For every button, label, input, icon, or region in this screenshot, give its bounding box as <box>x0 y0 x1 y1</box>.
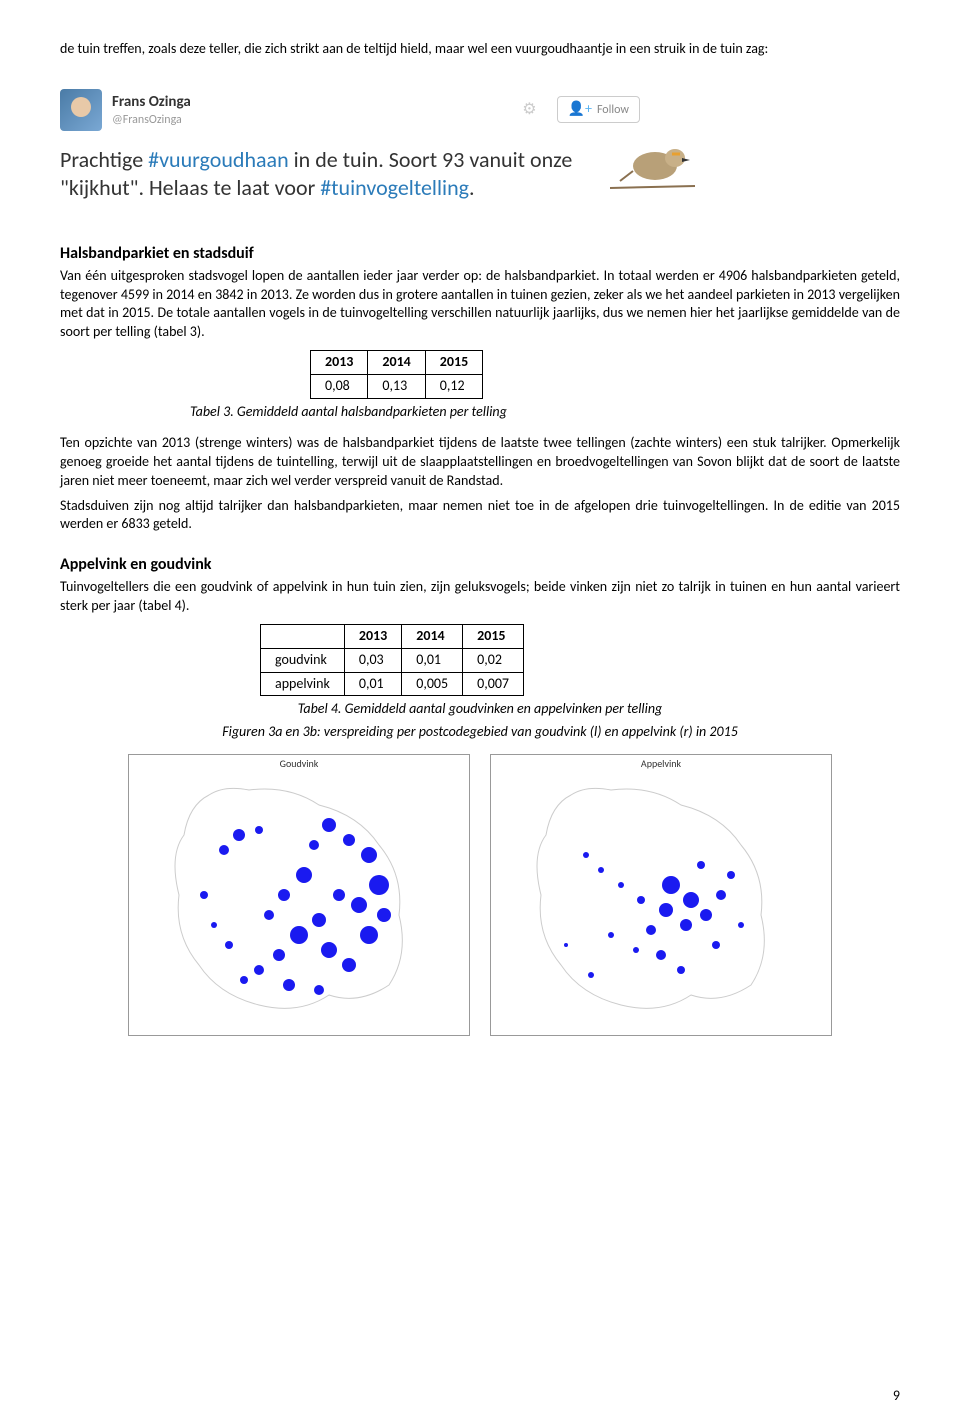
tweet-embed: Frans Ozinga @FransOzinga ⚙ 👤+ Follow Pr… <box>60 79 660 213</box>
hashtag-2[interactable]: #tuinvogeltelling <box>320 174 469 201</box>
table-header-cell: 2014 <box>402 624 463 648</box>
section1-para: Van één uitgesproken stadsvogel lopen de… <box>60 267 900 343</box>
table4-caption: Tabel 4. Gemiddeld aantal goudvinken en … <box>60 700 900 719</box>
section2-para: Tuinvogeltellers die een goudvink of app… <box>60 578 900 616</box>
table-header-cell: 2015 <box>425 351 482 375</box>
page-number: 9 <box>893 1387 900 1406</box>
figures-caption: Figuren 3a en 3b: verspreiding per postc… <box>60 723 900 742</box>
follow-label: Follow <box>597 102 629 118</box>
follow-icon: 👤+ <box>568 100 592 119</box>
para-after-t3-2: Stadsduiven zijn nog altijd talrijker da… <box>60 497 900 535</box>
table-3: 2013 2014 2015 0,08 0,13 0,12 <box>310 350 483 399</box>
table-cell: 0,01 <box>344 672 401 696</box>
map-title-left: Goudvink <box>280 757 319 771</box>
avatar[interactable] <box>60 89 102 131</box>
hashtag-1[interactable]: #vuurgoudhaan <box>148 146 289 173</box>
table-row: goudvink 0,03 0,01 0,02 <box>261 648 524 672</box>
table-header-cell <box>261 624 345 648</box>
netherlands-map-left <box>129 755 469 1035</box>
intro-paragraph: de tuin treffen, zoals deze teller, die … <box>60 40 900 59</box>
tweet-handle[interactable]: @FransOzinga <box>112 112 191 128</box>
table-row: appelvink 0,01 0,005 0,007 <box>261 672 524 696</box>
table-row: 2013 2014 2015 <box>261 624 524 648</box>
para-after-t3-1: Ten opzichte van 2013 (strenge winters) … <box>60 434 900 491</box>
table-header-cell: 2013 <box>311 351 368 375</box>
table-cell: 0,01 <box>402 648 463 672</box>
section-title-2: Appelvink en goudvink <box>60 554 900 576</box>
tweet-user-block: Frans Ozinga @FransOzinga <box>112 92 191 128</box>
section-title-1: Halsbandparkiet en stadsduif <box>60 243 900 265</box>
gear-icon[interactable]: ⚙ <box>522 99 536 121</box>
table-cell: 0,03 <box>344 648 401 672</box>
table-cell: appelvink <box>261 672 345 696</box>
table-cell: 0,02 <box>463 648 524 672</box>
maps-row: Goudvink Appelvink <box>60 754 900 1036</box>
tweet-text-1: Prachtige <box>60 146 148 173</box>
tweet-header: Frans Ozinga @FransOzinga ⚙ 👤+ Follow <box>60 89 660 131</box>
table-cell: goudvink <box>261 648 345 672</box>
table-cell: 0,13 <box>368 375 425 399</box>
table-header-cell: 2014 <box>368 351 425 375</box>
tweet-body: Prachtige #vuurgoudhaan in de tuin. Soor… <box>60 146 660 203</box>
map-goudvink: Goudvink <box>128 754 470 1036</box>
table-cell: 0,08 <box>311 375 368 399</box>
table-cell: 0,12 <box>425 375 482 399</box>
table-4: 2013 2014 2015 goudvink 0,03 0,01 0,02 a… <box>260 624 524 697</box>
table-header-cell: 2013 <box>344 624 401 648</box>
table-row: 0,08 0,13 0,12 <box>311 375 483 399</box>
map-title-right: Appelvink <box>641 757 681 771</box>
table-cell: 0,005 <box>402 672 463 696</box>
netherlands-map-right <box>491 755 831 1035</box>
table-cell: 0,007 <box>463 672 524 696</box>
tweet-text-3: . <box>469 174 475 201</box>
table3-caption: Tabel 3. Gemiddeld aantal halsbandparkie… <box>190 403 900 422</box>
tweet-display-name[interactable]: Frans Ozinga <box>112 92 191 112</box>
tweet-actions: ⚙ 👤+ Follow <box>522 96 640 123</box>
table-row: 2013 2014 2015 <box>311 351 483 375</box>
bird-image <box>600 126 700 196</box>
follow-button[interactable]: 👤+ Follow <box>557 96 640 123</box>
map-appelvink: Appelvink <box>490 754 832 1036</box>
table-header-cell: 2015 <box>463 624 524 648</box>
